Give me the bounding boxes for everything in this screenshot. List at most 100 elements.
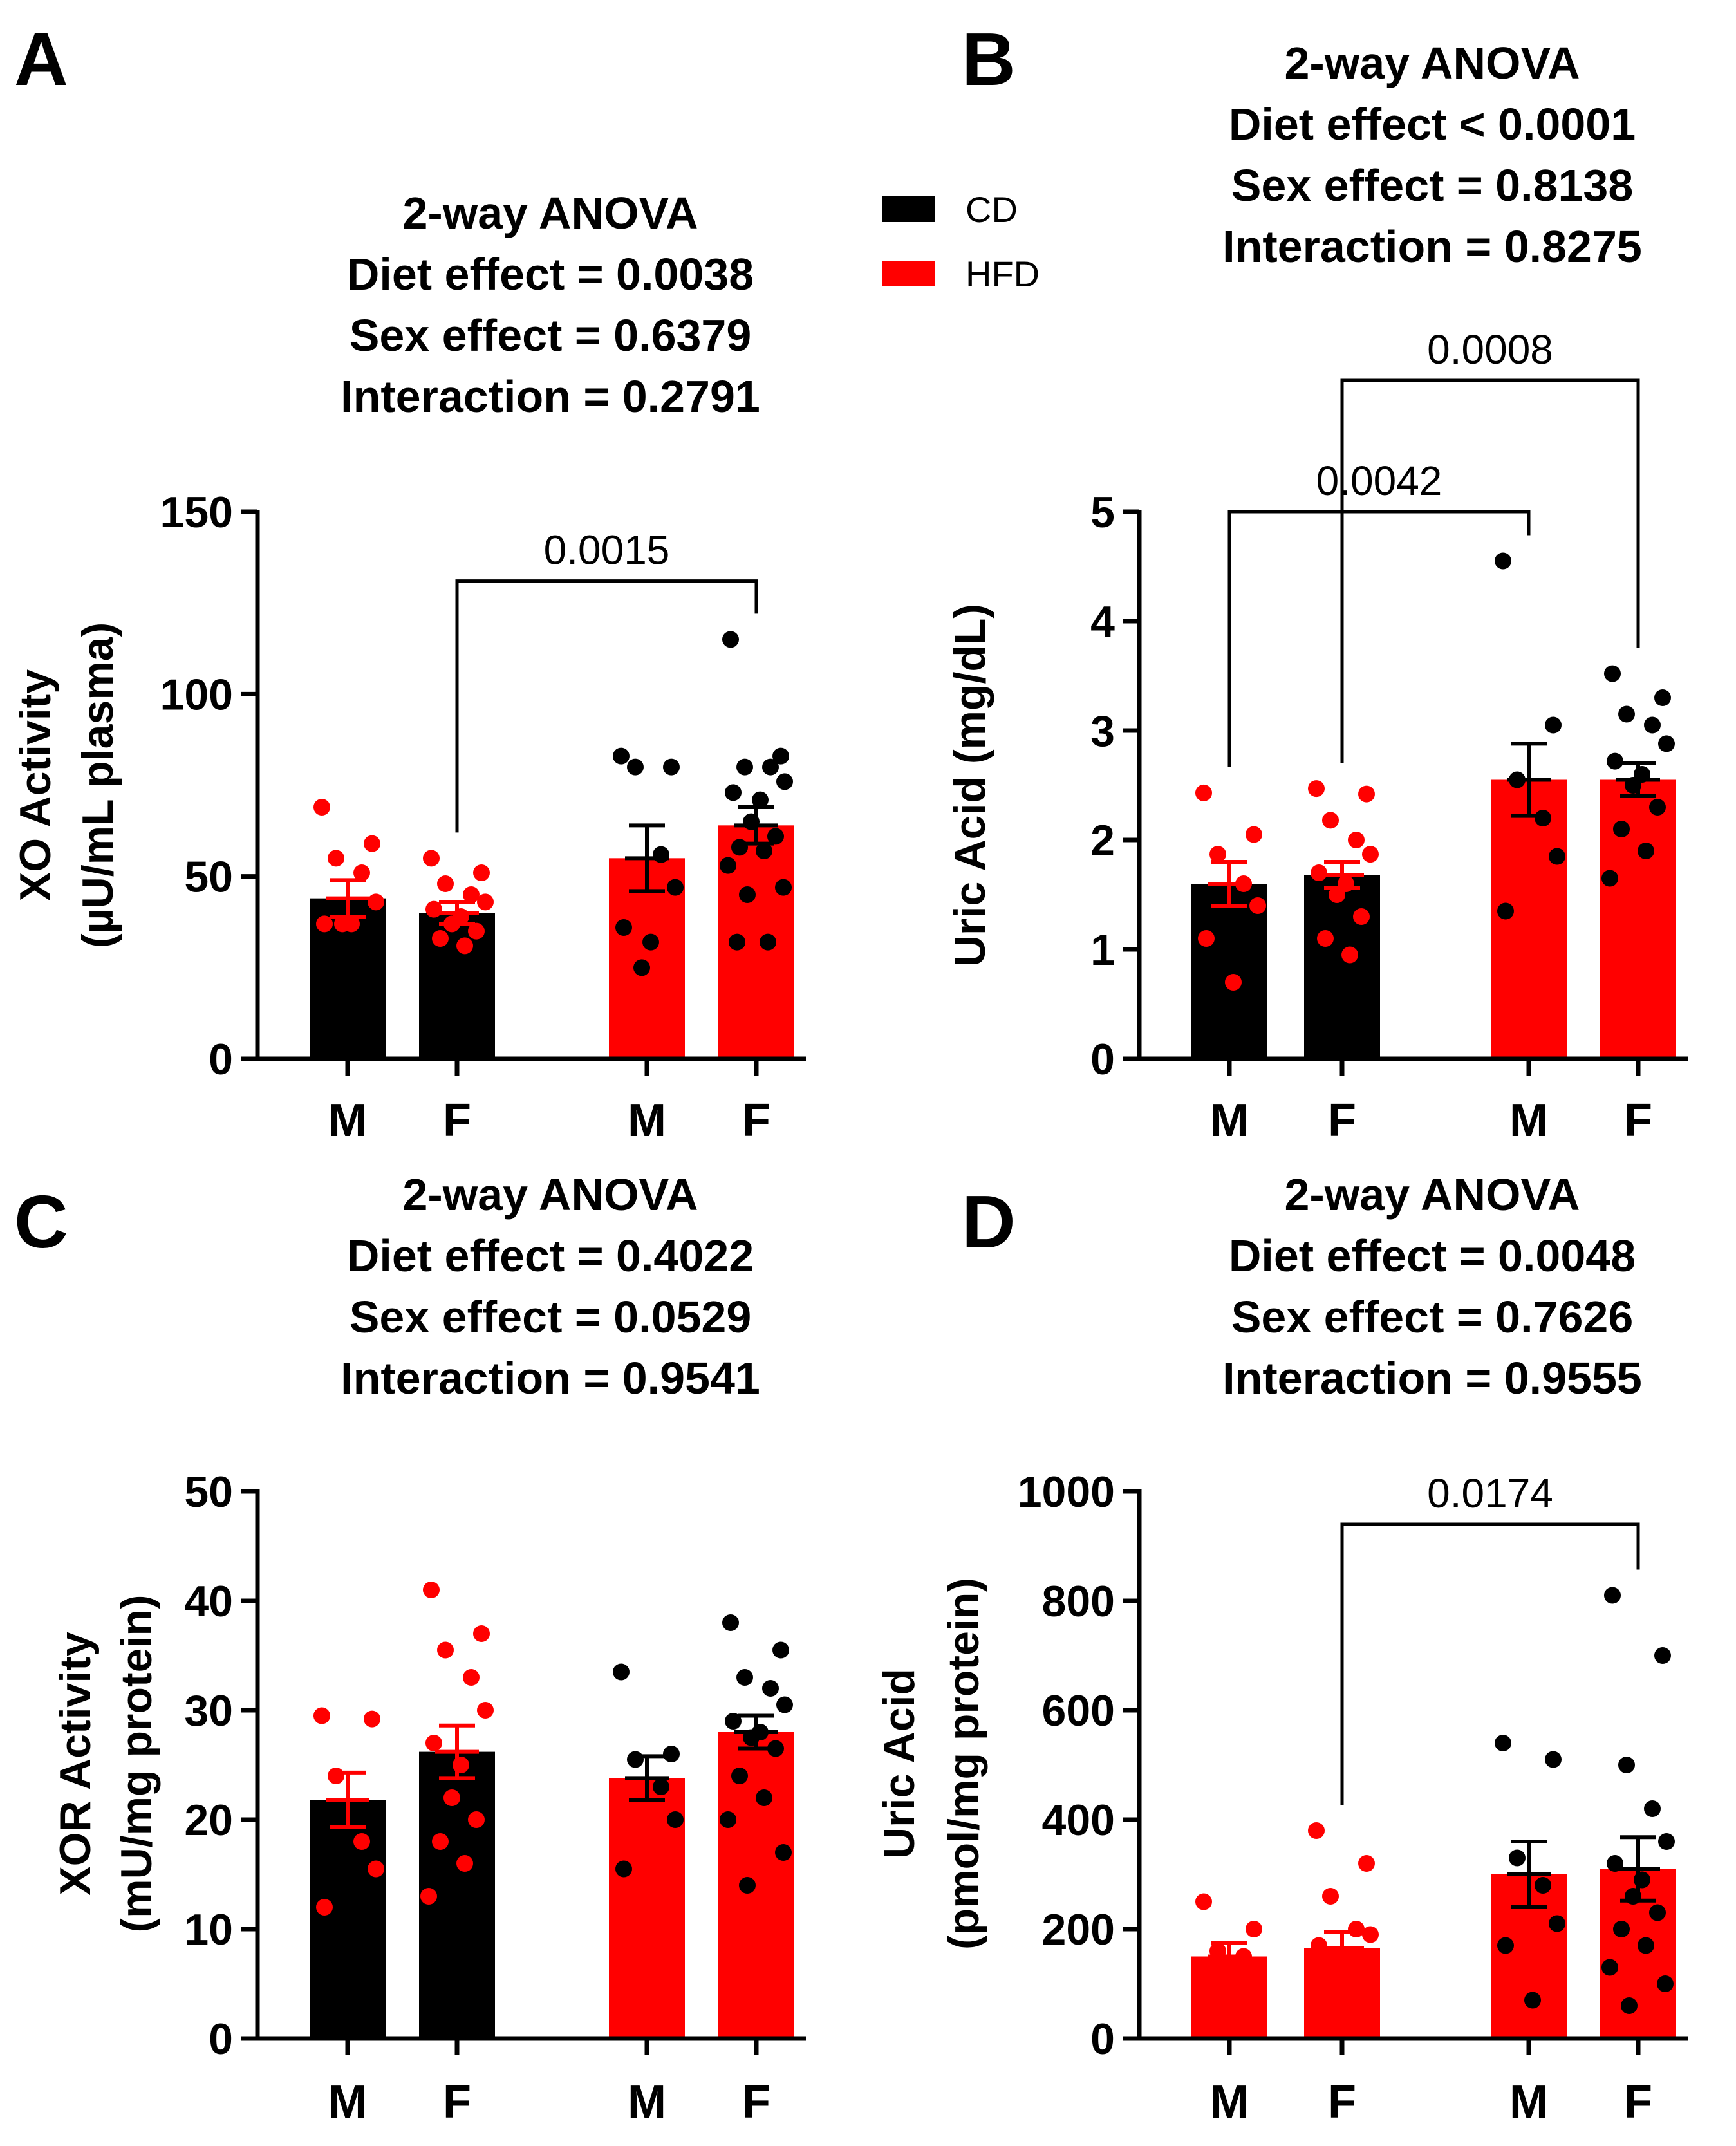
data-point (1249, 897, 1266, 914)
data-point (776, 773, 793, 790)
data-point (762, 1680, 779, 1697)
data-point (729, 933, 745, 951)
significance-bracket (455, 579, 758, 833)
y-tick-label: 5 (1090, 488, 1115, 537)
x-tick-label: F (1328, 1095, 1356, 1146)
data-point (731, 1768, 748, 1784)
data-point (1246, 826, 1262, 843)
panel-letter-a: A (14, 17, 68, 101)
anova-line: 2-way ANOVA (403, 1170, 698, 1220)
data-point (1658, 1833, 1675, 1850)
y-tick-label: 100 (160, 670, 233, 719)
p-value-label: 0.0042 (1316, 458, 1442, 504)
data-point (663, 758, 680, 776)
data-point (423, 850, 440, 867)
data-point (653, 846, 669, 863)
data-point (1249, 1959, 1266, 1976)
data-point (739, 886, 756, 903)
y-tick-label: 400 (1042, 1796, 1115, 1845)
data-point (1311, 1937, 1327, 1954)
data-point (615, 1860, 632, 1878)
anova-line: 2-way ANOVA (403, 188, 698, 238)
x-tick-label: F (742, 1095, 770, 1146)
data-point (1654, 689, 1671, 706)
data-point (456, 937, 473, 955)
data-point (776, 1696, 793, 1713)
data-point (443, 1789, 460, 1806)
legend-swatch-hfd (882, 261, 935, 286)
y-tick-label: 800 (1042, 1577, 1115, 1626)
data-point (477, 1702, 494, 1719)
anova-line: Sex effect = 0.6379 (350, 310, 752, 360)
data-point (1322, 812, 1339, 829)
data-point (1308, 780, 1325, 798)
data-point (1658, 735, 1675, 752)
data-point (437, 875, 454, 892)
y-axis-label: (mU/mg protein) (112, 1594, 161, 1932)
data-point (1535, 1877, 1551, 1894)
data-point (1497, 902, 1514, 920)
data-point (667, 1811, 684, 1828)
data-point (1246, 1921, 1262, 1937)
anova-line: Diet effect < 0.0001 (1229, 99, 1636, 149)
y-tick-label: 1000 (1018, 1468, 1115, 1516)
data-point (772, 747, 789, 765)
y-tick-label: 4 (1090, 597, 1115, 646)
data-point (1362, 1926, 1379, 1943)
y-tick-label: 200 (1042, 1905, 1115, 1954)
data-point (756, 843, 772, 859)
data-point (1618, 1757, 1635, 1773)
data-point (468, 922, 485, 940)
data-point (767, 1740, 784, 1757)
y-tick-label: 10 (184, 1905, 233, 1954)
y-axis-label: (µU/mL plasma) (73, 622, 122, 948)
data-point (1649, 1904, 1666, 1921)
data-point (368, 1860, 384, 1878)
anova-line: Diet effect = 0.0038 (347, 249, 754, 299)
y-tick-label: 0 (209, 2015, 233, 2064)
x-tick-label: M (628, 2076, 666, 2128)
data-point (334, 915, 351, 933)
anova-line: Interaction = 0.9555 (1222, 1353, 1642, 1403)
data-point (772, 1641, 789, 1659)
data-point (1362, 846, 1379, 863)
x-tick-label: M (328, 2076, 367, 2128)
data-point (1348, 832, 1365, 848)
y-tick-label: 0 (1090, 1035, 1115, 1084)
anova-line: Diet effect = 0.4022 (347, 1231, 754, 1281)
p-value-label: 0.0015 (544, 527, 670, 574)
panel-letter-d: D (962, 1180, 1016, 1264)
y-tick-label: 1 (1090, 926, 1115, 975)
data-point (1358, 785, 1375, 803)
data-point (653, 1778, 669, 1795)
data-point (1601, 1959, 1618, 1976)
data-point (1545, 716, 1562, 734)
x-tick-label: M (1210, 2076, 1249, 2128)
data-point (627, 1751, 644, 1768)
legend: CD HFD (882, 189, 1040, 294)
data-point (613, 1663, 630, 1681)
data-point (1308, 1822, 1325, 1839)
legend-swatch-cd (882, 196, 935, 222)
data-point (1613, 1921, 1630, 1937)
data-point (1195, 1893, 1212, 1910)
data-point (1638, 843, 1654, 859)
data-point (1638, 1937, 1654, 1954)
data-point (767, 828, 784, 845)
y-axis-label: XOR Activity (51, 1632, 100, 1896)
data-point (463, 886, 480, 903)
x-tick-label: F (1328, 2076, 1356, 2128)
bar (1600, 779, 1676, 1059)
data-point (775, 1844, 792, 1861)
y-axis-label: Uric Acid (mg/dL) (946, 604, 994, 967)
data-point (739, 1877, 756, 1894)
significance-bracket (1227, 510, 1531, 767)
data-point (1353, 908, 1370, 925)
bar (1304, 875, 1380, 1059)
data-point (1524, 1992, 1541, 2009)
data-point (756, 1789, 772, 1806)
data-point (1545, 1751, 1562, 1768)
x-tick-label: M (1509, 1095, 1548, 1146)
anova-line: Sex effect = 0.7626 (1231, 1292, 1634, 1342)
data-point (468, 1811, 485, 1828)
